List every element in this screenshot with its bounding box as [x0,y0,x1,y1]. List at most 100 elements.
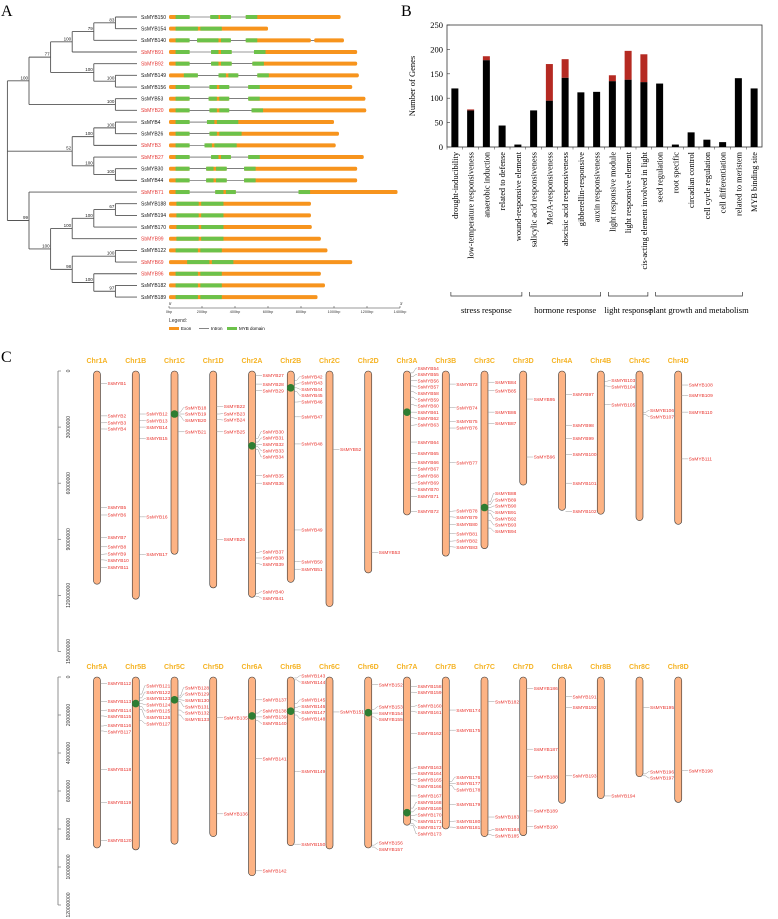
category-label: light responsive module [608,152,617,232]
gene-label: SsMYB24 [224,418,246,424]
gene-label: SsMYB193 [573,774,597,780]
axis-tick-label: 90000000 [66,528,72,550]
gene-label: SsMYB49 [301,528,323,534]
gene-connector [371,842,379,846]
gene-label: SsMYB73 [456,382,478,388]
gene-label: SsMYB4 [108,427,127,433]
myb-domain [225,190,236,195]
chromosome-name: Chr5B [125,664,146,671]
bar-segment [561,59,569,78]
gene-label: SsMYB145 [301,698,325,704]
myb-domain [200,295,222,300]
myb-domain [175,166,190,171]
gene-connector [255,591,262,594]
gene-label: SsMYB32 [263,442,285,448]
category-label: wound-responsive element [514,151,523,241]
gene-connector [178,714,185,720]
gene-label: SsMYB30 [263,429,285,435]
gene-label: SsMYB52 [340,447,362,453]
category-label: related to defense [498,152,507,211]
duplication-marker [248,712,256,720]
gene-connector [410,814,417,816]
gene-label: SsMYB141 [263,756,287,762]
gene-label: SsMYB89 [495,497,517,503]
gene-label: SsMYB79 [456,515,478,521]
scale-tick-label: 800bp [296,310,307,314]
gene-label: SsMYB82 [456,539,478,545]
bar-segment [545,100,553,147]
scale-tick-label: 0bp [166,310,172,314]
gene-label: SsMYB43 [301,381,323,387]
gene-connector [178,407,185,413]
gene-connector [410,367,417,374]
gene-label: SsMYB159 [418,690,442,696]
gene-label: SsMYB23 [224,411,246,417]
gene-label: SsMYB149 [141,73,166,79]
myb-domain [175,295,198,300]
gene-label: SsMYB71 [418,494,440,500]
gene-label: SbMYB27 [141,155,164,161]
gene-label: SsMYB67 [418,466,440,472]
axis-tick-label: 40000000 [66,742,72,764]
axis-tick-label: 120000000 [66,583,72,608]
gene-label: SsMYB153 [379,705,403,711]
gene-label: SsMYB132 [185,711,209,717]
bootstrap-value: 100 [64,223,72,228]
myb-domain [206,166,214,171]
bar-segment [482,60,490,147]
bar-segment [467,110,475,147]
chromosome-name: Chr3C [474,358,495,365]
chromosome-name: Chr7B [435,664,456,671]
chromosome-bar [364,676,373,849]
gene-connector [488,520,495,526]
gene-label: SsMYB7 [108,535,127,541]
category-label: low-temperature responsiveness [467,152,476,259]
gene-label: SsMYB98 [573,423,595,429]
category-label: anaerobic induction [482,151,491,218]
plot-frame [446,24,763,148]
gene-label: SsMYB87 [495,421,517,427]
gene-connector [255,720,262,724]
exon [204,143,336,148]
gene-label: SsMYB64 [418,440,440,446]
myb-domain [175,61,190,66]
bootstrap-value: 100 [85,213,93,218]
bootstrap-value: 79 [88,26,94,31]
gene-label: SsMYB114 [108,708,132,714]
gene-label: SsMYB9 [108,552,127,558]
gene-label: SsMYB180 [456,819,480,825]
gene-connector [294,675,301,679]
myb-domain [220,38,231,43]
gene-label: SsMYB187 [534,747,558,753]
gene-connector [178,687,185,697]
group-label: light response [604,305,652,315]
gene-label: SsMYB1 [108,381,127,387]
gene-label: SsMYB142 [263,869,287,875]
chromosome-bar [325,370,334,607]
gene-connector [488,499,495,505]
group-bracket [529,292,601,297]
gene-connector [294,714,301,719]
myb-domain [219,85,230,90]
gene-connector [410,391,417,394]
gene-connector [604,385,611,388]
myb-domain [210,15,219,19]
category-label: cell cycle regulation [703,151,712,219]
myb-domain [257,73,269,78]
gene-label: SsMYB35 [263,473,285,479]
gene-label: SbMYB91 [141,50,164,56]
myb-domain [200,26,222,31]
gene-label: SsMYB130 [185,698,209,704]
gene-connector [178,415,185,421]
gene-connector [410,823,417,828]
gene-label: SsMYB111 [689,457,713,463]
myb-domain [175,271,198,276]
bootstrap-value: 98 [66,264,72,269]
exon [257,73,359,78]
gene-connector [488,510,495,513]
gene-label: SsMYB25 [224,429,246,435]
legend-domain-label: MYB domain [239,326,265,331]
gene-label: SsMYB37 [263,549,285,555]
bootstrap-value: 97 [109,286,115,291]
gene-connector [139,720,146,724]
